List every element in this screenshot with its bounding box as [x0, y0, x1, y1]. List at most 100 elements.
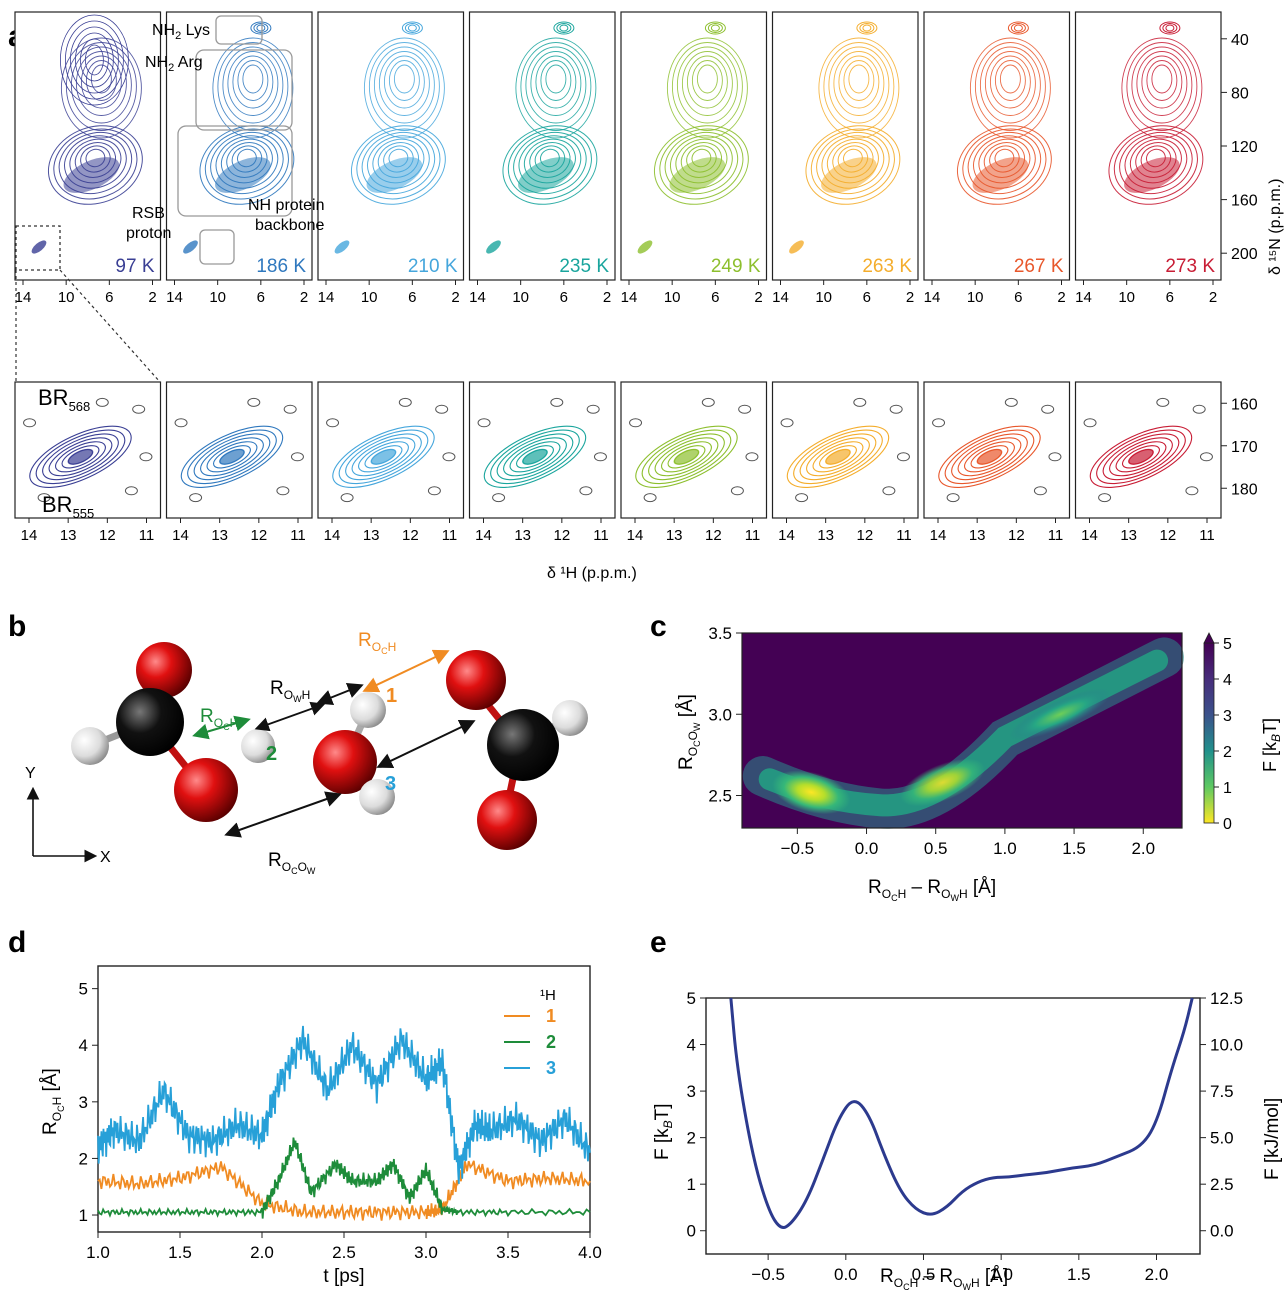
- panel-a-top-y-label: δ ¹⁵N (p.p.m.): [1267, 179, 1284, 275]
- tick-label: 2: [1057, 289, 1065, 306]
- tick-label: 14: [930, 527, 947, 544]
- contour-line: [843, 60, 875, 101]
- contour-line: [691, 60, 723, 101]
- panel-label-d: d: [8, 926, 26, 959]
- tick-label: 0.0: [1210, 1222, 1234, 1241]
- contour-line: [525, 46, 587, 124]
- tick-label: 6: [408, 289, 416, 306]
- tick-label: 11: [745, 527, 761, 544]
- contour-line: [818, 37, 900, 139]
- spectrum-frame-top: [923, 11, 1071, 281]
- noise-contour: [1083, 418, 1097, 428]
- contour-line: [60, 37, 142, 139]
- contour-line: [957, 437, 1022, 477]
- tick-label: 0.5: [924, 839, 948, 858]
- tick-label: 1: [1223, 780, 1232, 797]
- noise-contour: [1192, 404, 1206, 414]
- tick-label: 1.0: [86, 1243, 110, 1262]
- contour-line: [59, 14, 129, 106]
- contour-line: [204, 128, 289, 200]
- tick-label: 4.0: [578, 1243, 602, 1262]
- noise-contour: [932, 418, 946, 428]
- arrow-r-och-orange: [362, 649, 450, 693]
- plot-frame: [97, 965, 591, 1233]
- contour-line: [74, 32, 114, 88]
- contour-line: [215, 135, 279, 189]
- contour-line: [833, 51, 885, 116]
- contour-line: [667, 445, 706, 469]
- contour-line: [810, 128, 895, 200]
- contour-line: [666, 37, 748, 139]
- contour-line: [967, 131, 1042, 195]
- contour-line: [490, 429, 580, 485]
- label-br568: BR568: [38, 385, 90, 414]
- box-rsb: [199, 229, 235, 265]
- noise-contour: [738, 404, 752, 414]
- contour-line: [530, 51, 582, 116]
- contour-line: [1013, 24, 1023, 32]
- tick-label: 0.0: [834, 1265, 858, 1284]
- tick-label: 11: [442, 527, 458, 544]
- tick-label: 13: [969, 527, 986, 544]
- contour-line: [1131, 46, 1193, 124]
- contour-fill: [518, 157, 574, 193]
- contour-line: [838, 55, 880, 109]
- contour-line: [35, 429, 126, 485]
- series-line-1: [97, 1160, 591, 1221]
- arrow-r-ocow-right: [376, 719, 476, 769]
- tick-label: 4: [687, 1036, 696, 1055]
- contour-line: [383, 55, 425, 109]
- tick-label: 13: [211, 527, 228, 544]
- contour-line: [79, 38, 109, 82]
- tick-label: −0.5: [781, 839, 815, 858]
- contour-fill: [673, 448, 700, 465]
- box-nh2-arg: [195, 49, 293, 131]
- contour-line: [48, 437, 113, 477]
- contour-line: [545, 64, 567, 94]
- noise-contour: [340, 493, 354, 503]
- legend-label-2: 2: [546, 1032, 556, 1052]
- arrow-r-owh: [316, 683, 364, 705]
- tick-label: 13: [60, 527, 77, 544]
- contour-line: [227, 51, 279, 116]
- noise-contour: [442, 452, 456, 462]
- contour-line: [250, 21, 272, 35]
- oxygen-atom: [477, 790, 537, 850]
- noise-contour: [290, 452, 304, 462]
- noise-contour: [701, 397, 715, 407]
- noise-contour: [174, 418, 188, 428]
- tick-label: 2: [906, 289, 914, 306]
- hydrogen-atom: [71, 727, 109, 765]
- series-line-2: [97, 1137, 591, 1219]
- contour-line: [1096, 429, 1186, 485]
- noise-contour: [889, 404, 903, 414]
- contour-line: [540, 60, 572, 101]
- contour-line: [964, 441, 1015, 473]
- plot-frame: [705, 997, 1201, 1255]
- contour-line: [509, 441, 561, 473]
- tick-label: 160: [1231, 193, 1258, 210]
- contour-line: [962, 128, 1047, 200]
- colorbar-label: F [kBT]: [1260, 718, 1283, 772]
- tick-label: 11: [896, 527, 912, 544]
- label-nh-protein: NH protein: [248, 197, 324, 214]
- noise-contour: [745, 452, 759, 462]
- y-axis-label: ROCOW [Å]: [676, 694, 702, 770]
- panel-label-e: e: [650, 926, 667, 959]
- contour-line: [707, 23, 723, 33]
- arrow-r-owh-2: [254, 701, 326, 732]
- contour-line: [507, 128, 592, 200]
- noise-contour: [435, 404, 449, 414]
- x-axis-label: ROCH – ROWH [Å]: [868, 877, 996, 903]
- rsb-peak: [183, 240, 198, 254]
- tick-label: 12: [1008, 527, 1025, 544]
- contour-fill: [63, 157, 120, 193]
- tick-label: 13: [363, 527, 380, 544]
- tick-label: 2: [603, 289, 611, 306]
- contour-line: [515, 37, 597, 139]
- tick-label: 180: [1231, 481, 1258, 498]
- tick-label: 2: [148, 289, 156, 306]
- hydrogen-atom-1: [350, 692, 386, 728]
- contour-line: [55, 441, 106, 473]
- tick-label: 2.5: [708, 787, 732, 806]
